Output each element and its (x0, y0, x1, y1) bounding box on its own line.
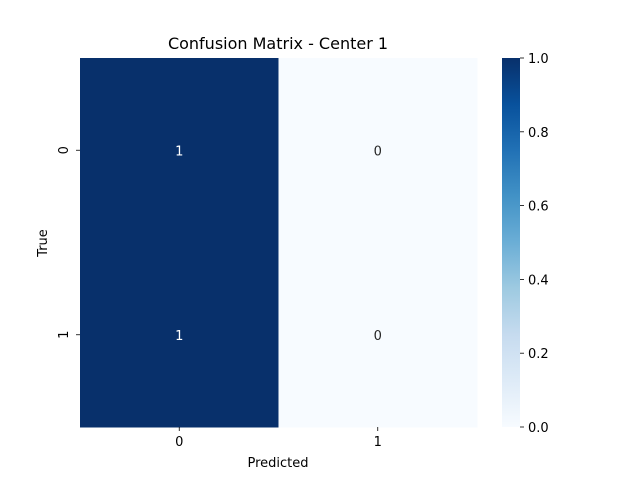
colorbar-tick-label: 0.6 (528, 200, 549, 215)
cell-annotation-1-1: 0 (374, 329, 382, 344)
cell-annotations: 1 0 1 0 (175, 144, 382, 344)
cell-annotation-0-0: 1 (175, 144, 183, 159)
heatmap-cell-0-1 (278, 58, 478, 243)
cell-annotation-1-0: 1 (175, 329, 183, 344)
colorbar-tick-label: 0.0 (528, 421, 549, 436)
colorbar: 0.0 0.2 0.4 0.6 0.8 1.0 (502, 52, 549, 436)
colorbar-tick-label: 0.8 (528, 126, 549, 141)
colorbar-tick-label: 0.4 (528, 273, 549, 288)
cell-annotation-0-1: 0 (374, 144, 382, 159)
y-axis-label: True (36, 229, 51, 258)
y-axis-ticks: 01 (57, 146, 80, 339)
heatmap-cell-0-0 (80, 58, 279, 243)
colorbar-gradient (502, 58, 520, 427)
chart-title: Confusion Matrix - Center 1 (168, 34, 388, 53)
x-axis-label: Predicted (247, 456, 308, 471)
colorbar-tick-label: 1.0 (528, 52, 549, 67)
x-tick-label: 1 (374, 435, 382, 450)
heatmap-cells (80, 58, 478, 428)
heatmap-cell-1-1 (278, 242, 478, 428)
colorbar-ticks: 0.0 0.2 0.4 0.6 0.8 1.0 (520, 52, 549, 436)
y-tick-label: 1 (57, 331, 72, 339)
colorbar-tick-label: 0.2 (528, 347, 549, 362)
y-tick-label: 0 (57, 146, 72, 154)
heatmap-cell-1-0 (80, 242, 279, 428)
x-tick-label: 0 (175, 435, 183, 450)
